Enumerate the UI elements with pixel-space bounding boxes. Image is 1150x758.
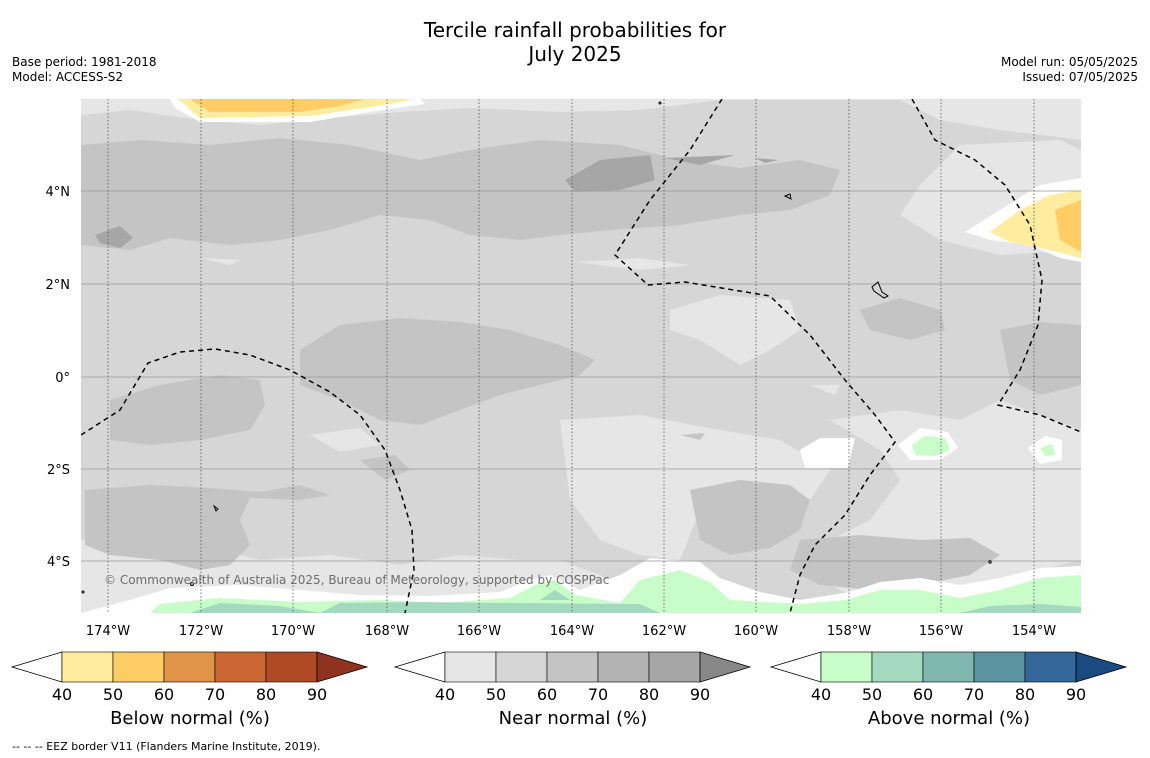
- colorbar-near-segment: [444, 651, 497, 683]
- colorbar-below-tick-label: 60: [154, 685, 174, 704]
- title-line-2: July 2025: [528, 42, 622, 66]
- longitude-labels: 174°W 172°W 170°W 168°W 166°W 164°W 162°…: [86, 624, 1056, 639]
- colorbar-below-segment: [61, 651, 114, 683]
- colorbar-near-over-triangle: [699, 651, 752, 683]
- colorbar-title-near: Near normal (%): [498, 708, 648, 729]
- colorbar-above-segment: [922, 651, 975, 683]
- colorbar-title-above: Above normal (%): [867, 708, 1031, 729]
- chart-title: Tercile rainfall probabilities for July …: [0, 18, 1150, 66]
- colorbar-above-over-triangle: [1075, 651, 1128, 683]
- copyright-notice: © Commonwealth of Australia 2025, Bureau…: [104, 573, 609, 587]
- lat-label-2s: 2°S: [47, 463, 70, 478]
- meta-right: Model run: 05/05/2025 Issued: 07/05/2025: [1001, 55, 1138, 85]
- colorbar-below-tick-label: 70: [205, 685, 225, 704]
- colorbar-above: 40 50 60 70 80 90: [769, 651, 1128, 704]
- lon-label-172w: 172°W: [179, 624, 223, 639]
- colorbar-below-segment: [265, 651, 318, 683]
- latitude-gridlines: [81, 190, 1081, 562]
- colorbar-above-segment: [820, 651, 873, 683]
- lon-label-154w: 154°W: [1012, 624, 1056, 639]
- colorbar-near-tick-label: 70: [588, 685, 608, 704]
- title-line-1: Tercile rainfall probabilities for: [423, 18, 727, 42]
- colorbar-above-tick-label: 90: [1066, 685, 1086, 704]
- model-run-label: Model run: 05/05/2025: [1000, 55, 1138, 69]
- colorbars: 40 50 60 70 80 90 40 50 60 70 80 90 40 50 60 70 80 90: [10, 651, 1128, 704]
- latitude-labels: 4°N 2°N 0° 2°S 4°S: [46, 185, 71, 570]
- colorbar-below-tick-label: 40: [52, 685, 72, 704]
- colorbar-above-tick-label: 50: [862, 685, 882, 704]
- issued-label: Issued: 07/05/2025: [1022, 70, 1138, 84]
- colorbar-above-segment: [973, 651, 1026, 683]
- meta-left: Base period: 1981-2018 Model: ACCESS-S2: [12, 55, 157, 85]
- colorbar-near-under-triangle: [393, 651, 446, 683]
- colorbar-below-segment: [163, 651, 216, 683]
- colorbar-near-tick-label: 50: [486, 685, 506, 704]
- colorbar-near-segment: [546, 651, 599, 683]
- lon-label-174w: 174°W: [86, 624, 130, 639]
- colorbar-near-segment: [495, 651, 548, 683]
- colorbar-near-tick-label: 60: [537, 685, 557, 704]
- colorbar-near-tick-label: 40: [435, 685, 455, 704]
- colorbar-near-tick-label: 80: [639, 685, 659, 704]
- colorbar-above-tick-label: 40: [811, 685, 831, 704]
- colorbar-above-tick-label: 60: [913, 685, 933, 704]
- near-normal-80-region: [95, 155, 778, 248]
- eez-borders: [81, 99, 1081, 613]
- colorbar-near-segment: [597, 651, 650, 683]
- map-panel: © Commonwealth of Australia 2025, Bureau…: [81, 99, 1081, 613]
- colorbar-above-tick-label: 80: [1015, 685, 1035, 704]
- colorbar-above-tick-label: 70: [964, 685, 984, 704]
- lat-label-0: 0°: [55, 371, 70, 386]
- colorbar-above-segment: [871, 651, 924, 683]
- lon-label-160w: 160°W: [734, 624, 778, 639]
- colorbar-near-segment: [648, 651, 701, 683]
- longitude-gridlines: [107, 99, 1035, 613]
- model-label: Model: ACCESS-S2: [12, 70, 124, 84]
- colorbar-below: 40 50 60 70 80 90: [10, 651, 369, 704]
- below-normal-top: [170, 99, 425, 122]
- colorbar-above-segment: [1024, 651, 1077, 683]
- eez-border-note: -- -- -- EEZ border V11 (Flanders Marine…: [12, 740, 321, 753]
- lat-label-4s: 4°S: [47, 555, 70, 570]
- lon-label-168w: 168°W: [365, 624, 409, 639]
- colorbar-below-tick-label: 50: [103, 685, 123, 704]
- colorbar-near-tick-label: 90: [690, 685, 710, 704]
- lon-label-156w: 156°W: [919, 624, 963, 639]
- colorbar-below-tick-label: 80: [256, 685, 276, 704]
- lat-label-4n: 4°N: [46, 185, 71, 200]
- lon-label-166w: 166°W: [457, 624, 501, 639]
- lon-label-158w: 158°W: [827, 624, 871, 639]
- lon-label-170w: 170°W: [271, 624, 315, 639]
- colorbar-below-segment: [112, 651, 165, 683]
- lon-label-164w: 164°W: [550, 624, 594, 639]
- base-period-label: Base period: 1981-2018: [12, 55, 157, 69]
- colorbar-below-tick-label: 90: [307, 685, 327, 704]
- colorbar-below-segment: [214, 651, 267, 683]
- colorbar-title-below: Below normal (%): [110, 708, 270, 729]
- lon-label-162w: 162°W: [642, 624, 686, 639]
- colorbar-below-over-triangle: [316, 651, 369, 683]
- colorbar-near: 40 50 60 70 80 90: [393, 651, 752, 704]
- islands: [81, 101, 992, 594]
- colorbar-above-under-triangle: [769, 651, 822, 683]
- lat-label-2n: 2°N: [46, 278, 71, 293]
- colorbar-below-under-triangle: [10, 651, 63, 683]
- below-normal-right: [965, 178, 1081, 262]
